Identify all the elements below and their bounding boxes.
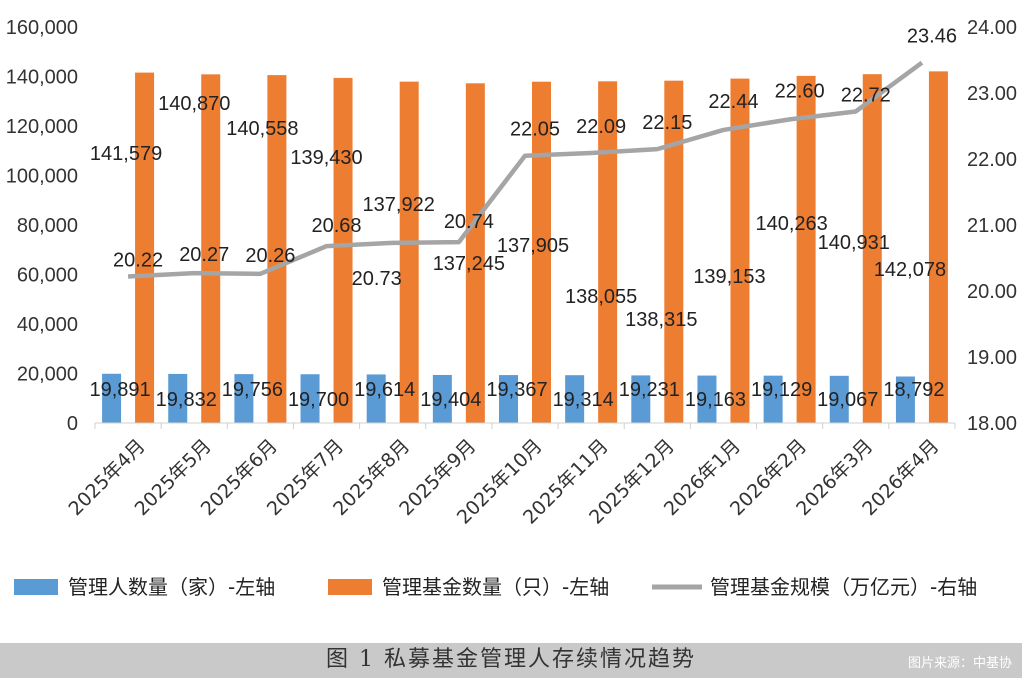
bar-funds xyxy=(532,81,551,424)
scale-value-label: 20.68 xyxy=(312,215,362,237)
bars xyxy=(102,71,948,424)
bar-funds xyxy=(465,83,485,423)
scale-line xyxy=(127,60,924,279)
bar-managers xyxy=(234,374,254,423)
funds-value-label: 137,905 xyxy=(497,235,569,257)
funds-value-label: 137,922 xyxy=(363,194,435,216)
left-axis-tick-label: 140,000 xyxy=(6,67,78,89)
bar-funds xyxy=(399,81,419,423)
managers-value-label: 19,163 xyxy=(685,389,746,411)
bar-funds xyxy=(201,74,221,424)
bar-managers xyxy=(499,375,518,423)
funds-value-label: 140,870 xyxy=(158,93,230,115)
scale-value-label: 22.05 xyxy=(510,119,560,141)
managers-value-label: 19,314 xyxy=(553,389,614,411)
funds-value-label: 140,263 xyxy=(755,213,827,235)
bar-funds xyxy=(928,71,948,424)
scale-value-label: 20.27 xyxy=(179,244,229,266)
bar-funds xyxy=(267,75,287,423)
left-axis-tick-label: 0 xyxy=(67,413,78,435)
bar-managers xyxy=(366,374,386,423)
bar-funds xyxy=(862,74,882,424)
managers-value-label: 19,700 xyxy=(288,389,349,411)
legend: 管理人数量（家）-左轴 管理基金数量（只）-左轴 管理基金规模（万亿元）-右轴 xyxy=(14,575,977,599)
legend-swatch-managers xyxy=(14,579,58,595)
right-axis-tick-label: 22.00 xyxy=(967,149,1017,171)
scale-value-label: 22.60 xyxy=(775,80,825,102)
scale-value-label: 20.74 xyxy=(444,211,494,233)
funds-value-label: 141,579 xyxy=(90,143,162,165)
left-axis-tick-label: 100,000 xyxy=(6,166,78,188)
managers-value-label: 19,891 xyxy=(89,379,150,401)
bar-managers xyxy=(300,374,320,423)
right-axis-tick-label: 18.00 xyxy=(967,413,1017,435)
funds-value-label: 139,153 xyxy=(693,266,765,288)
scale-value-label: 23.46 xyxy=(907,26,957,48)
right-axis-tick-label: 20.00 xyxy=(967,281,1017,303)
bar-funds xyxy=(135,72,155,423)
scale-line-path xyxy=(127,60,924,279)
left-axis-tick-label: 20,000 xyxy=(17,364,78,386)
right-axis-tick-label: 19.00 xyxy=(967,347,1017,369)
managers-value-label: 19,367 xyxy=(486,379,547,401)
right-axis-tick-label: 23.00 xyxy=(967,83,1017,105)
bar-managers xyxy=(432,374,452,423)
bar-managers xyxy=(763,375,783,423)
bar-managers xyxy=(829,375,849,423)
chart: 19,891 19,832 19,756 19,700 19,614 19,404 19,3… xyxy=(6,17,1017,599)
scale-value-label: 22.44 xyxy=(708,91,758,113)
managers-value-label: 19,231 xyxy=(619,379,680,401)
bar-managers xyxy=(631,375,651,423)
figure-caption: 图 1 私募基金管理人存续情况趋势 xyxy=(326,647,696,672)
funds-value-label: 142,078 xyxy=(874,259,946,281)
bar-funds xyxy=(333,77,353,423)
caption-bar xyxy=(0,643,1022,678)
legend-label-managers: 管理人数量（家）-左轴 xyxy=(68,575,275,599)
managers-value-label: 18,792 xyxy=(883,379,944,401)
left-axis-tick-label: 160,000 xyxy=(6,17,78,39)
right-axis-tick-label: 24.00 xyxy=(967,17,1017,39)
bar-managers xyxy=(697,375,717,423)
managers-value-label: 19,832 xyxy=(156,389,217,411)
bar-managers xyxy=(565,375,585,423)
scale-value-label: 20.26 xyxy=(245,245,295,267)
funds-value-label: 140,931 xyxy=(818,232,890,254)
data-labels: 19,891 19,832 19,756 19,700 19,614 19,404 19,3… xyxy=(89,26,956,411)
bar-managers xyxy=(168,373,188,423)
funds-value-label: 138,055 xyxy=(565,286,637,308)
managers-value-label: 19,067 xyxy=(817,389,878,411)
bar-funds xyxy=(796,75,816,424)
legend-label-scale: 管理基金规模（万亿元）-右轴 xyxy=(710,575,977,599)
left-axis-tick-label: 80,000 xyxy=(17,215,78,237)
funds-value-label: 139,430 xyxy=(290,147,362,169)
bar-funds xyxy=(664,80,684,423)
bar-funds xyxy=(730,78,750,424)
left-axis-tick-label: 120,000 xyxy=(6,116,78,138)
scale-value-label: 22.09 xyxy=(576,116,626,138)
image-source: 图片来源：中基协 xyxy=(907,656,1012,671)
right-axis-tick-label: 21.00 xyxy=(967,215,1017,237)
scale-value-label: 20.22 xyxy=(113,249,163,271)
funds-value-label: 137,245 xyxy=(433,253,505,275)
legend-swatch-funds xyxy=(328,579,372,595)
legend-label-funds: 管理基金数量（只）-左轴 xyxy=(382,575,609,599)
scale-value-label: 22.15 xyxy=(642,112,692,134)
funds-value-label: 140,558 xyxy=(226,118,298,140)
managers-value-label: 19,129 xyxy=(751,379,812,401)
bar-managers xyxy=(895,376,915,423)
bar-funds xyxy=(598,81,618,423)
managers-value-label: 19,614 xyxy=(354,379,415,401)
managers-value-label: 19,756 xyxy=(222,379,283,401)
bar-managers xyxy=(102,373,122,423)
left-axis-tick-label: 40,000 xyxy=(17,314,78,336)
managers-value-label: 19,404 xyxy=(420,389,481,411)
scale-value-label: 22.72 xyxy=(841,84,891,106)
left-axis-tick-label: 60,000 xyxy=(17,265,78,287)
funds-value-label: 138,315 xyxy=(625,309,697,331)
scale-value-label: 20.73 xyxy=(352,268,402,290)
